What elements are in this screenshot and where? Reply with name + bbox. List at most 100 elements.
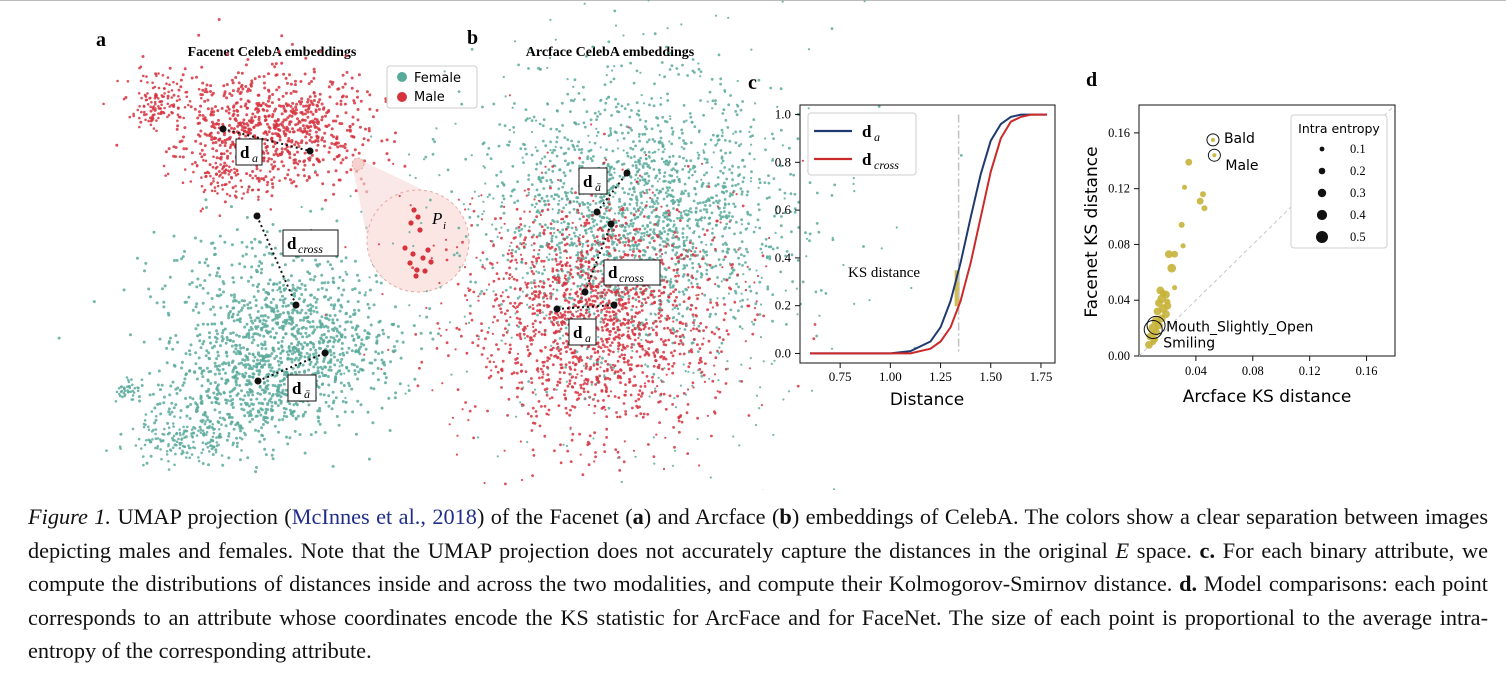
female-point xyxy=(235,377,239,380)
male-point xyxy=(551,269,555,273)
female-point xyxy=(199,428,203,432)
male-point xyxy=(345,149,349,153)
female-point xyxy=(691,69,695,73)
female-point xyxy=(615,298,618,302)
female-point xyxy=(291,308,295,312)
female-point xyxy=(697,262,701,266)
female-point xyxy=(219,293,223,297)
female-point xyxy=(541,139,545,143)
female-point xyxy=(293,429,297,433)
male-point xyxy=(262,81,266,85)
male-point xyxy=(254,174,257,178)
female-point xyxy=(189,343,193,347)
male-point xyxy=(578,432,581,436)
female-point xyxy=(624,240,628,244)
male-point xyxy=(535,259,539,263)
female-point xyxy=(538,122,542,126)
male-point xyxy=(508,277,511,280)
female-point xyxy=(304,311,308,315)
male-point xyxy=(203,99,207,103)
female-point xyxy=(530,153,534,157)
male-point xyxy=(262,156,266,160)
male-point xyxy=(308,138,312,142)
female-point xyxy=(169,384,173,388)
male-point xyxy=(163,106,166,110)
female-point xyxy=(171,439,175,442)
female-point xyxy=(634,160,637,164)
female-point xyxy=(721,249,725,253)
female-point xyxy=(509,194,513,198)
male-point xyxy=(268,170,272,173)
female-point xyxy=(560,197,564,201)
female-point xyxy=(227,412,231,416)
female-point xyxy=(351,288,355,292)
female-point xyxy=(328,365,332,369)
male-point xyxy=(571,432,575,436)
male-point xyxy=(168,105,171,108)
female-point xyxy=(339,381,343,385)
female-point xyxy=(327,394,331,398)
female-point xyxy=(226,399,229,402)
female-point xyxy=(648,256,652,260)
male-point xyxy=(190,76,194,80)
female-point xyxy=(682,147,686,151)
female-point xyxy=(354,432,358,436)
female-point xyxy=(168,393,172,397)
female-point xyxy=(140,384,144,387)
female-point xyxy=(285,350,289,354)
female-point xyxy=(659,136,663,140)
female-point xyxy=(720,341,724,345)
male-point xyxy=(199,152,202,155)
male-point xyxy=(313,94,317,98)
female-point xyxy=(246,456,250,460)
male-point xyxy=(343,142,347,146)
female-point xyxy=(214,450,218,454)
male-point xyxy=(548,312,552,316)
female-point xyxy=(251,417,254,421)
female-point xyxy=(225,304,229,308)
female-point xyxy=(271,457,275,461)
female-point xyxy=(554,235,558,239)
female-point xyxy=(218,275,222,278)
male-point xyxy=(242,118,246,122)
male-point xyxy=(249,118,253,122)
female-point xyxy=(709,298,712,301)
female-point xyxy=(341,279,345,282)
male-point xyxy=(303,163,307,167)
female-point xyxy=(139,447,143,450)
female-point xyxy=(265,245,269,249)
female-point xyxy=(285,393,288,397)
male-point xyxy=(327,123,331,127)
female-point xyxy=(231,276,235,280)
female-point xyxy=(559,146,563,150)
male-point xyxy=(317,100,320,104)
female-point xyxy=(646,225,650,228)
male-point xyxy=(178,140,182,144)
male-point xyxy=(204,87,208,91)
female-point xyxy=(648,205,652,209)
male-point xyxy=(554,257,558,261)
male-point xyxy=(506,309,509,312)
male-point xyxy=(166,102,170,106)
female-point xyxy=(562,220,566,224)
female-point xyxy=(328,339,332,343)
male-point xyxy=(349,168,353,172)
female-point xyxy=(249,275,253,279)
female-point xyxy=(616,102,620,106)
female-point xyxy=(714,312,718,316)
female-point xyxy=(226,379,230,383)
female-point xyxy=(661,187,665,191)
female-point xyxy=(208,424,211,428)
male-point xyxy=(691,381,695,385)
male-point xyxy=(138,105,141,108)
female-point xyxy=(245,245,249,249)
female-point xyxy=(289,274,293,278)
male-point xyxy=(231,186,235,190)
male-point xyxy=(337,153,341,157)
female-point xyxy=(242,346,245,350)
legend-box xyxy=(386,65,478,109)
female-point xyxy=(148,393,152,397)
female-point xyxy=(343,410,347,414)
female-point xyxy=(206,379,210,383)
female-point xyxy=(575,228,578,232)
